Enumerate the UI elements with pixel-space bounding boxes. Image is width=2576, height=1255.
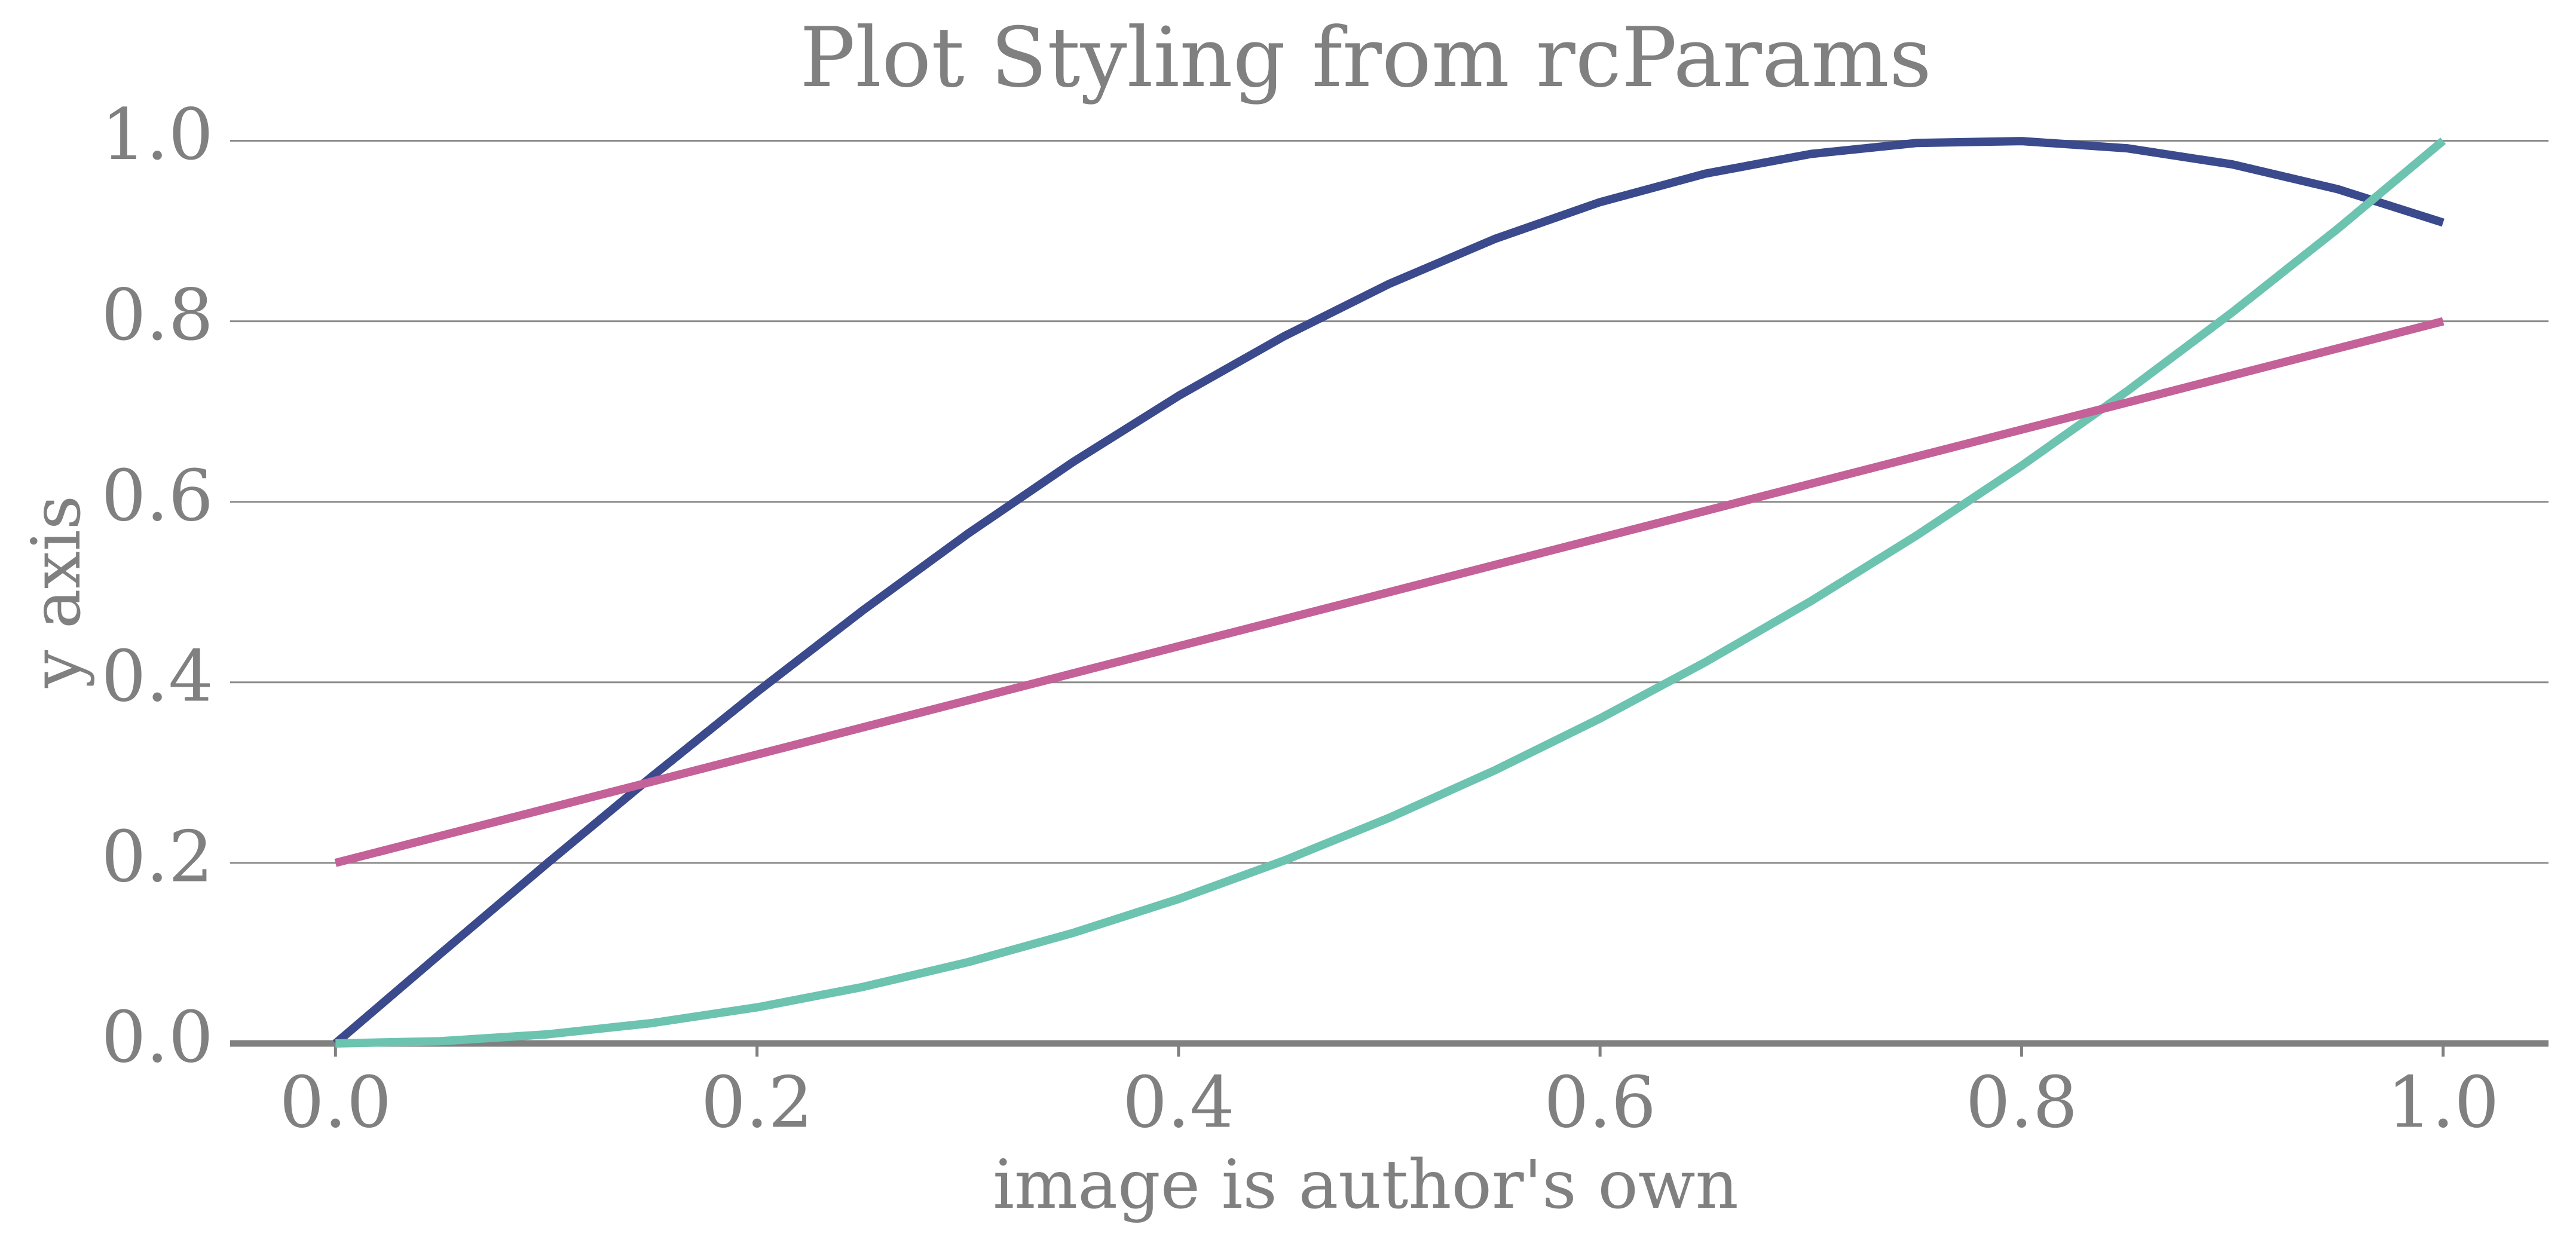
x-tick-label: 0.2 <box>701 1061 813 1144</box>
x-axis-label: image is author's own <box>993 1146 1739 1224</box>
x-tick-label: 0.8 <box>1966 1061 2078 1144</box>
y-tick-label: 1.0 <box>101 93 213 176</box>
x-tick-label: 0.6 <box>1544 1061 1656 1144</box>
y-tick-label: 0.6 <box>101 454 213 537</box>
line-series <box>335 137 2446 1048</box>
y-tick-label: 0.4 <box>101 635 213 717</box>
y-tick-label: 0.8 <box>101 274 213 356</box>
x-tick-label: 0.4 <box>1122 1061 1235 1144</box>
x-tick-label: 0.0 <box>279 1061 391 1144</box>
line-series <box>332 137 2445 1047</box>
y-axis-label: y axis <box>18 495 96 688</box>
chart-title: Plot Styling from rcParams <box>800 10 1932 106</box>
line-series <box>334 317 2445 867</box>
x-tick-label: 1.0 <box>2387 1061 2499 1144</box>
y-tick-label: 0.2 <box>101 815 213 898</box>
y-tick-label: 0.0 <box>101 996 213 1079</box>
